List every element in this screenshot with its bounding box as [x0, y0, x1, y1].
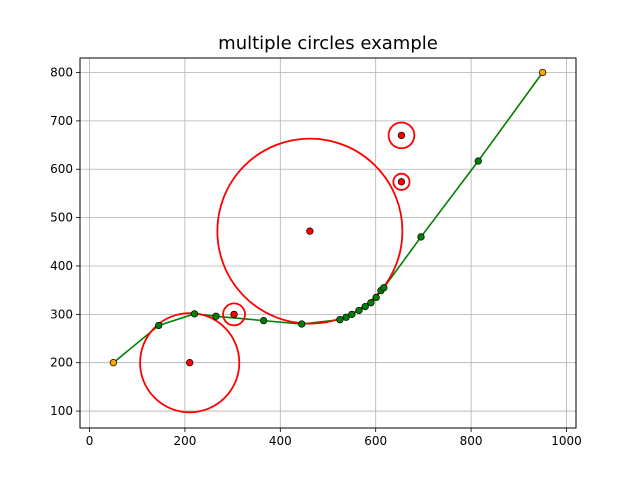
- circle-center-point: [397, 131, 406, 140]
- circle-outline: [139, 312, 241, 414]
- circle-outline: [222, 302, 246, 327]
- circle-outline: [216, 137, 404, 325]
- grid-lines: [80, 58, 576, 428]
- path-point: [355, 306, 363, 315]
- y-tick-label: 700: [50, 114, 73, 128]
- circle-outline: [387, 121, 416, 150]
- x-tick-label: 200: [173, 434, 196, 448]
- path-point: [212, 312, 220, 320]
- y-tick-label: 400: [50, 259, 73, 273]
- axes-frame: [79, 57, 577, 429]
- path-point: [380, 284, 388, 292]
- path-point: [155, 321, 163, 330]
- y-tick-label: 500: [50, 211, 73, 225]
- x-tick-label: 1000: [551, 434, 582, 448]
- path-point: [367, 299, 375, 307]
- path-point: [259, 316, 268, 325]
- circle-center-point: [397, 178, 406, 186]
- y-tick-label: 100: [50, 404, 73, 418]
- path-point: [348, 310, 356, 318]
- points-layer: [109, 68, 547, 367]
- x-tick-label: 600: [364, 434, 387, 448]
- circle-center-point: [230, 310, 238, 318]
- chart-title: multiple circles example: [218, 33, 438, 54]
- y-tick-label: 800: [50, 66, 73, 80]
- circles-layer: [139, 121, 416, 414]
- path-point: [336, 316, 344, 324]
- endpoint-marker: [109, 359, 118, 367]
- path-point: [190, 310, 199, 318]
- y-tick-label: 600: [50, 162, 73, 176]
- y-tick-label: 300: [50, 307, 73, 321]
- circle-center-point: [186, 359, 194, 367]
- path-point: [417, 233, 425, 241]
- path-point: [361, 302, 369, 311]
- x-tick-label: 0: [86, 434, 94, 448]
- path-point: [372, 293, 380, 302]
- circle-center-point: [306, 227, 314, 235]
- x-tick-label: 800: [460, 434, 483, 448]
- path-point: [474, 157, 482, 165]
- path-point: [298, 320, 306, 328]
- ticks-layer: 0 200 400 600 800 1000 100 200 300 400 500 600 700 80…: [50, 66, 582, 448]
- path-point: [342, 313, 350, 321]
- endpoint-marker: [538, 68, 547, 77]
- y-tick-label: 200: [50, 356, 73, 370]
- x-tick-label: 400: [269, 434, 292, 448]
- circle-outline: [392, 172, 411, 191]
